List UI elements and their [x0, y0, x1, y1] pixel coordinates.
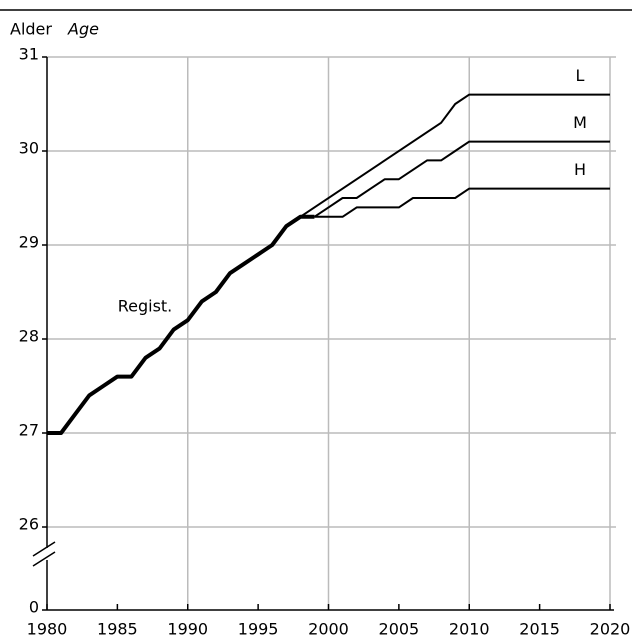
x-tick-label: 1995: [238, 620, 279, 639]
x-tick-label: 2015: [519, 620, 560, 639]
y-tick-label: 28: [19, 327, 39, 346]
line-series: [313, 140, 610, 218]
y-axis-subtitle: Age: [67, 20, 99, 39]
x-tick-label: 2020: [590, 620, 631, 639]
series-label: M: [573, 113, 587, 132]
axis-break-gap: [39, 548, 55, 560]
axis-break-mark: [32, 541, 56, 557]
y-tick-label: 27: [19, 421, 39, 440]
x-tick-label: 1985: [97, 620, 138, 639]
x-tick-label: 2010: [449, 620, 490, 639]
series-label: Regist.: [118, 297, 173, 316]
x-tick-label: 1980: [27, 620, 68, 639]
y-tick-label: 0: [29, 598, 39, 617]
x-tick-label: 2005: [379, 620, 420, 639]
y-tick-label: 29: [19, 233, 39, 252]
line-series: [47, 214, 315, 435]
line-series: [314, 187, 610, 218]
y-tick-label: 31: [19, 45, 39, 64]
y-tick-label: 26: [19, 515, 39, 534]
y-axis-title: Alder: [10, 20, 52, 39]
y-tick-label: 30: [19, 139, 39, 158]
series-label: L: [576, 66, 585, 85]
x-tick-label: 1990: [167, 620, 208, 639]
axis-break-mark: [32, 551, 56, 567]
series-label: H: [574, 160, 586, 179]
x-tick-label: 2000: [308, 620, 349, 639]
line-series: [299, 93, 610, 218]
